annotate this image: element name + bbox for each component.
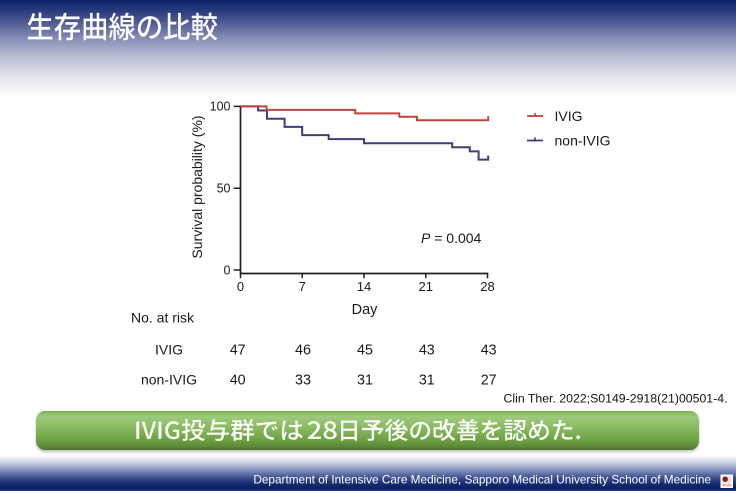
svg-text:0: 0 [224, 263, 231, 277]
svg-text:Day: Day [352, 302, 379, 318]
svg-text:40: 40 [230, 373, 246, 389]
svg-text:27: 27 [481, 373, 497, 389]
svg-text:Clin Ther. 2022;S0149-2918(21): Clin Ther. 2022;S0149-2918(21)00501-4. [503, 392, 727, 406]
svg-text:33: 33 [295, 373, 311, 389]
svg-text:43: 43 [419, 343, 435, 359]
svg-text:100: 100 [210, 100, 231, 114]
svg-text:non-IVIG: non-IVIG [555, 133, 611, 149]
svg-text:43: 43 [481, 343, 497, 359]
svg-text:IVIG: IVIG [555, 108, 583, 124]
svg-text:Survival probability (%): Survival probability (%) [189, 115, 205, 258]
svg-text:Department of Intensive Care M: Department of Intensive Care Medicine, S… [253, 473, 711, 487]
svg-text:7: 7 [299, 279, 306, 294]
svg-text:0: 0 [237, 279, 244, 294]
svg-text:non-IVIG: non-IVIG [141, 372, 197, 388]
svg-text:No. at risk: No. at risk [131, 310, 195, 326]
svg-text:IVIG: IVIG [155, 342, 183, 358]
svg-text:P = 0.004: P = 0.004 [421, 230, 482, 246]
svg-text:47: 47 [230, 343, 246, 359]
svg-text:46: 46 [295, 343, 311, 359]
svg-text:31: 31 [419, 373, 435, 389]
svg-text:21: 21 [419, 279, 433, 294]
svg-text:45: 45 [357, 343, 373, 359]
svg-text:50: 50 [217, 182, 231, 196]
svg-text:28: 28 [480, 279, 494, 294]
svg-text:31: 31 [357, 373, 373, 389]
svg-text:14: 14 [357, 279, 371, 294]
